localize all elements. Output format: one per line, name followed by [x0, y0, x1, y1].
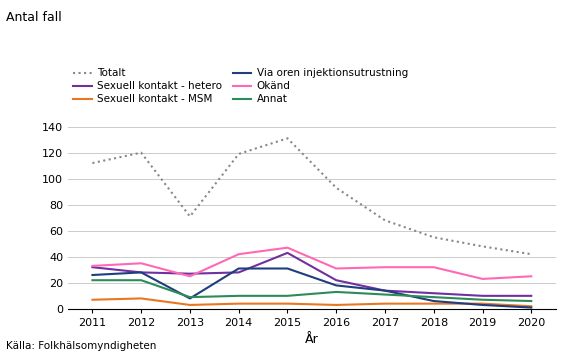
X-axis label: År: År [305, 333, 319, 346]
Legend: Totalt, Sexuell kontakt - hetero, Sexuell kontakt - MSM, Via oren injektionsutru: Totalt, Sexuell kontakt - hetero, Sexuel… [73, 68, 408, 104]
Text: Källa: Folkhälsomyndigheten: Källa: Folkhälsomyndigheten [6, 342, 156, 351]
Text: Antal fall: Antal fall [6, 11, 61, 24]
